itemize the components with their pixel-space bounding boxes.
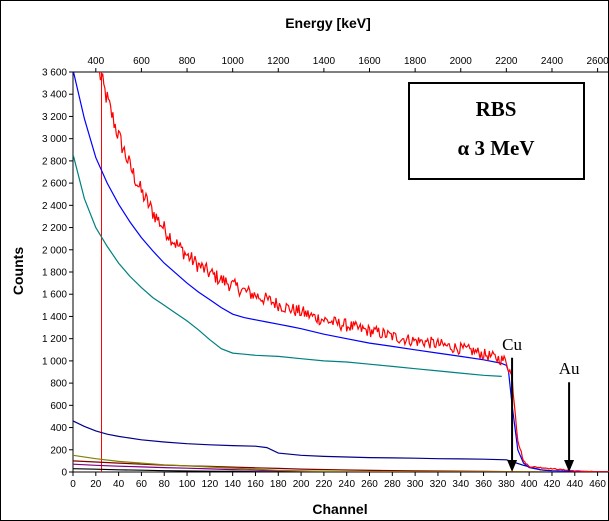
y-tick-label: 3 600 [42,68,67,79]
x-tick-label: 420 [544,479,561,490]
series-line-1 [73,72,609,472]
x-tick-label: 180 [270,479,287,490]
x-tick-label: 460 [589,479,606,490]
plot-area: 0 20 40 60 80 100 120 140 160 180 200 220 240 260 280 3… [42,56,609,490]
box-line-1: RBS [476,97,517,121]
y-tick-label: 1 200 [42,334,67,345]
x2-tick-label: 400 [87,56,104,67]
top-axis-title: Energy [keV] [285,15,371,31]
x2-tick-label: 1600 [358,56,381,67]
x-tick-label: 220 [316,479,333,490]
x2-tick-label: 1400 [313,56,336,67]
box-line-2: α 3 MeV [457,136,534,160]
y-tick-label: 2 400 [42,201,67,212]
y-tick-label: 2 200 [42,223,67,234]
x-tick-label: 260 [361,479,378,490]
x-tick-label: 20 [90,479,102,490]
y-tick-label: 1 000 [42,356,67,367]
y-tick-label: 2 600 [42,179,67,190]
y-tick-label: 400 [50,423,67,434]
x2-tick-label: 600 [133,56,150,67]
y-axis-title: Counts [10,247,26,295]
x-tick-label: 80 [159,479,171,490]
x-tick-label: 40 [113,479,125,490]
x-tick-label: 280 [384,479,401,490]
x2-tick-label: 2400 [541,56,564,67]
y-tick-label: 3 000 [42,134,67,145]
x-tick-label: 400 [521,479,538,490]
x2-tick-label: 800 [179,56,196,67]
y-tick-label: 800 [50,379,67,390]
x-tick-label: 0 [70,479,76,490]
x-tick-label: 140 [224,479,241,490]
annotation-arrow-head [564,460,575,472]
annotation-arrow-head [507,460,518,472]
y-tick-label: 1 600 [42,290,67,301]
annotation-label-cu: Cu [502,335,522,354]
y-tick-label: 3 400 [42,90,67,101]
y-tick-label: 2 800 [42,156,67,167]
y-tick-label: 600 [50,401,67,412]
x2-tick-label: 1800 [404,56,427,67]
x-tick-label: 100 [179,479,196,490]
x-tick-label: 60 [136,479,148,490]
annotation-label-au: Au [559,359,580,378]
y-tick-label: 1 400 [42,312,67,323]
y-tick-label: 2 000 [42,245,67,256]
x2-tick-label: 2000 [450,56,473,67]
x-tick-label: 240 [338,479,355,490]
x-tick-label: 340 [452,479,469,490]
x-axis-title: Channel [312,501,367,517]
x-tick-label: 440 [566,479,583,490]
x2-tick-label: 1000 [222,56,245,67]
x2-tick-label: 2200 [495,56,518,67]
x-tick-label: 200 [293,479,310,490]
y-tick-label: 1 800 [42,268,67,279]
x-tick-label: 120 [202,479,219,490]
x-tick-label: 380 [498,479,515,490]
series-line-4 [73,454,609,472]
y-tick-label: 200 [50,445,67,456]
x2-tick-label: 2600 [586,56,609,67]
y-tick-label: 3 200 [42,112,67,123]
x2-tick-label: 1200 [267,56,290,67]
series-line-0 [98,72,609,472]
y-tick-label: 0 [61,468,67,479]
x-tick-label: 360 [475,479,492,490]
series-line-2 [73,154,502,377]
x-tick-label: 320 [430,479,447,490]
x-tick-label: 160 [247,479,264,490]
x-tick-label: 300 [407,479,424,490]
title-box [408,82,585,180]
